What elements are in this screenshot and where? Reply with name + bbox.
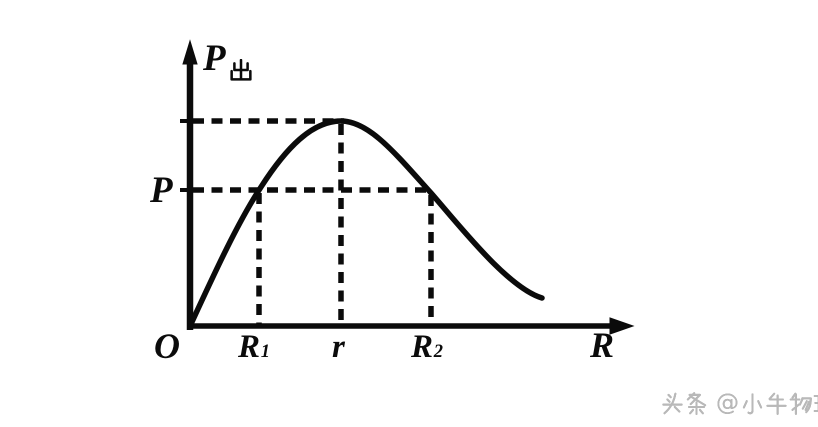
watermark-at-symbol: @ [716, 389, 739, 416]
r2-base: R [411, 329, 434, 365]
y-tick-label-p: P [150, 170, 173, 211]
hanzi-li-glyph [813, 394, 818, 412]
power-curve [188, 118, 545, 327]
origin-label: O [154, 326, 180, 366]
hanzi-xiao-glyph [742, 392, 763, 414]
watermark: @ [661, 391, 818, 415]
y-axis-label-base: P [203, 38, 226, 79]
y-axis-label: P [203, 40, 252, 81]
y-axis-arrow-icon [182, 39, 198, 65]
r-base: r [332, 329, 345, 365]
x-axis-label: R [590, 325, 615, 365]
x-tick-label-r: r [332, 331, 345, 364]
r2-subscript: 2 [433, 341, 443, 362]
r1-subscript: 1 [260, 341, 270, 362]
r1-base: R [238, 329, 261, 365]
chinese-chu-subscript-glyph [229, 59, 252, 81]
hanzi-tou-glyph [662, 392, 683, 414]
hanzi-niu-glyph [766, 392, 787, 415]
x-axis-arrow-icon [609, 317, 635, 335]
hanzi-tiao-glyph [686, 391, 707, 415]
hanzi-wu-glyph [789, 392, 812, 415]
